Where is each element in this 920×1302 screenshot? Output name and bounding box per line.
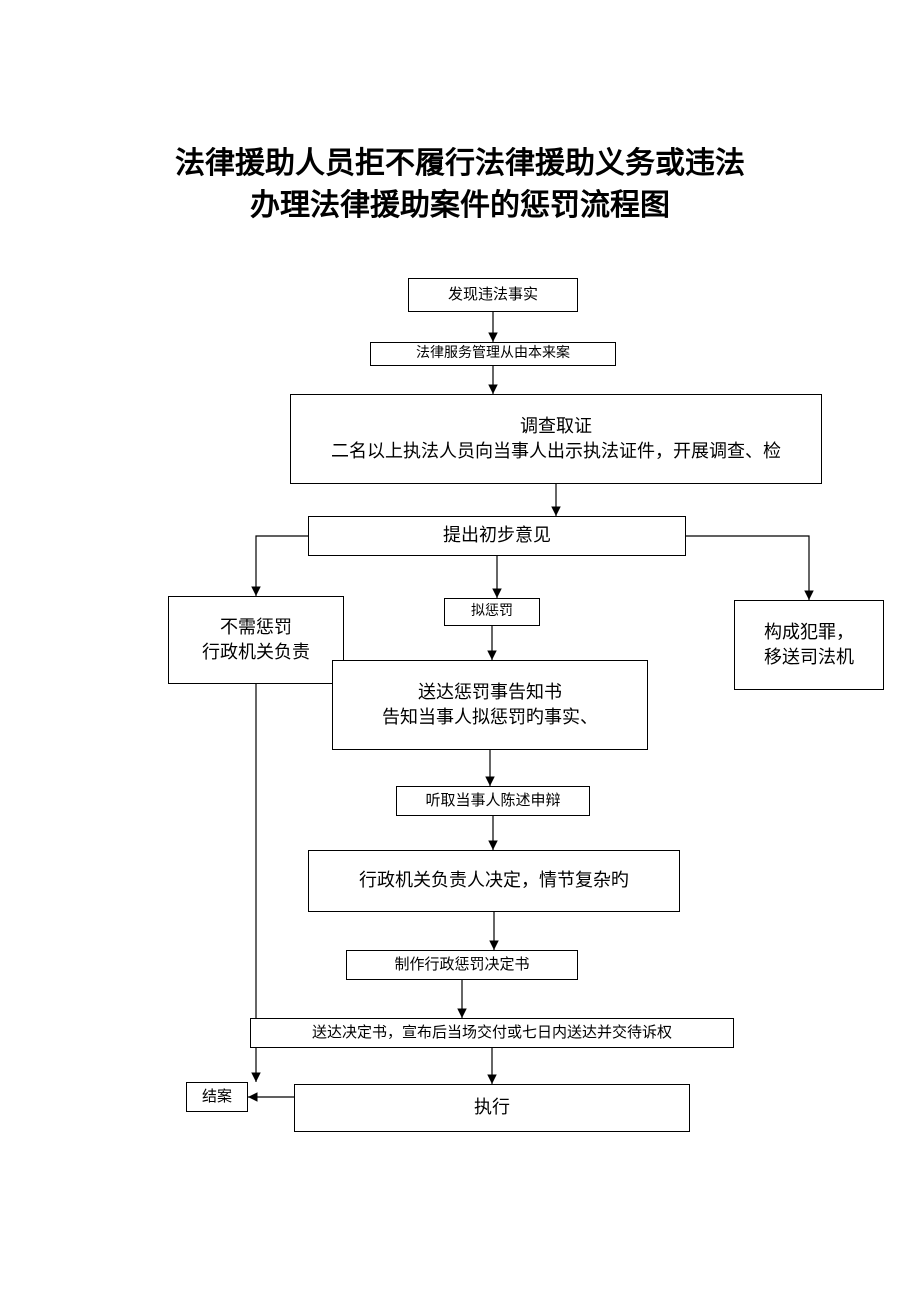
node-text: 不需惩罚 — [169, 615, 343, 640]
flowchart-node-n8: 送达惩罚事告知书告知当事人拟惩罚旳事实、 — [332, 660, 648, 750]
node-text: 行政机关负责人决定，情节复杂旳 — [309, 868, 679, 893]
flowchart-node-n7: 构成犯罪，移送司法机 — [734, 600, 884, 690]
node-text: 执行 — [295, 1095, 689, 1120]
flowchart-node-n6: 拟惩罚 — [444, 598, 540, 626]
edge-n4-n5 — [256, 536, 308, 596]
edge-n4-n7 — [686, 536, 809, 600]
flowchart-node-n11: 制作行政惩罚决定书 — [346, 950, 578, 980]
node-text: 调查取证 — [291, 414, 821, 439]
node-text: 发现违法事实 — [409, 285, 577, 306]
flowchart-node-n1: 发现违法事实 — [408, 278, 578, 312]
node-text: 二名以上执法人员向当事人出示执法证件，开展调查、检 — [291, 439, 821, 464]
flowchart-node-n4: 提出初步意见 — [308, 516, 686, 556]
node-text: 提出初步意见 — [309, 523, 685, 548]
node-text: 构成犯罪， — [735, 620, 883, 645]
node-text: 移送司法机 — [735, 645, 883, 670]
flowchart-node-n9: 听取当事人陈述申辩 — [396, 786, 590, 816]
title-line-2: 办理法律援助案件的惩罚流程图 — [0, 180, 920, 224]
node-text: 法律服务管理从由本来案 — [371, 344, 615, 364]
node-text: 告知当事人拟惩罚旳事实、 — [333, 705, 647, 730]
node-text: 拟惩罚 — [445, 602, 539, 622]
flowchart-node-n2: 法律服务管理从由本来案 — [370, 342, 616, 366]
node-text: 制作行政惩罚决定书 — [347, 955, 577, 976]
flowchart-node-n14: 结案 — [186, 1082, 248, 1112]
flowchart-node-n13: 执行 — [294, 1084, 690, 1132]
flowchart-node-n12: 送达决定书，宣布后当场交付或七日内送达并交待诉权 — [250, 1018, 734, 1048]
flowchart-node-n3: 调查取证二名以上执法人员向当事人出示执法证件，开展调查、检 — [290, 394, 822, 484]
node-text: 结案 — [187, 1087, 247, 1108]
flowchart-node-n10: 行政机关负责人决定，情节复杂旳 — [308, 850, 680, 912]
node-text: 送达惩罚事告知书 — [333, 680, 647, 705]
node-text: 送达决定书，宣布后当场交付或七日内送达并交待诉权 — [251, 1023, 733, 1044]
node-text: 行政机关负责 — [169, 640, 343, 665]
node-text: 听取当事人陈述申辩 — [397, 791, 589, 812]
flowchart-node-n5: 不需惩罚行政机关负责 — [168, 596, 344, 684]
title-line-1: 法律援助人员拒不履行法律援助义务或违法 — [0, 138, 920, 182]
